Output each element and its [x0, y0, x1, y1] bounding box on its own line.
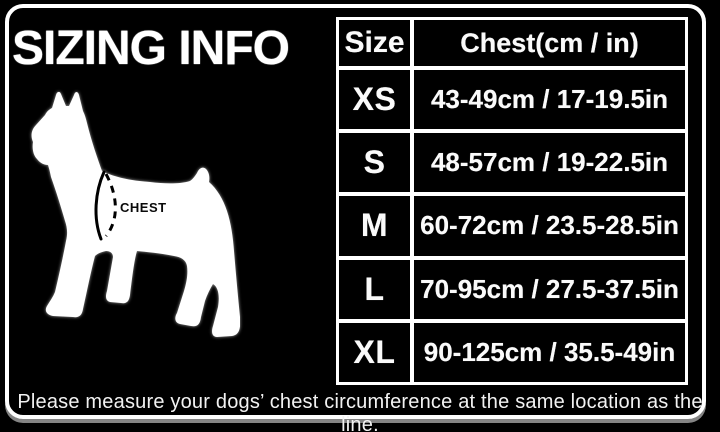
- chest-band-dashed-line: [104, 173, 117, 237]
- dog-measurement-diagram: CHEST: [20, 85, 241, 375]
- dog-silhouette-icon: CHEST: [31, 91, 241, 337]
- table-row-xs-size: XS: [339, 70, 410, 130]
- table-row-m-size: M: [339, 196, 410, 256]
- card-border: [5, 4, 706, 419]
- table-row-m-chest: 60-72cm / 23.5-28.5in: [414, 196, 685, 256]
- chest-band-front-line: [94, 170, 106, 241]
- table-row-l-size: L: [339, 259, 410, 319]
- table-header-chest: Chest(cm / in): [414, 20, 685, 66]
- size-table: Size Chest(cm / in) XS 43-49cm / 17-19.5…: [336, 17, 688, 385]
- page-title: SIZING INFO: [12, 22, 290, 75]
- table-row-xs-chest: 43-49cm / 17-19.5in: [414, 70, 685, 130]
- table-row-s-size: S: [339, 133, 410, 193]
- measurement-note: Please measure your dogs’ chest circumfe…: [17, 391, 703, 432]
- table-row-s-chest: 48-57cm / 19-22.5in: [414, 133, 685, 193]
- table-row-xl-chest: 90-125cm / 35.5-49in: [414, 322, 685, 382]
- table-row-l-chest: 70-95cm / 27.5-37.5in: [414, 259, 685, 319]
- table-header-size: Size: [339, 20, 410, 66]
- dog-body-shape: [31, 91, 241, 337]
- chest-measure-label: CHEST: [120, 200, 167, 215]
- table-row-xl-size: XL: [339, 322, 410, 382]
